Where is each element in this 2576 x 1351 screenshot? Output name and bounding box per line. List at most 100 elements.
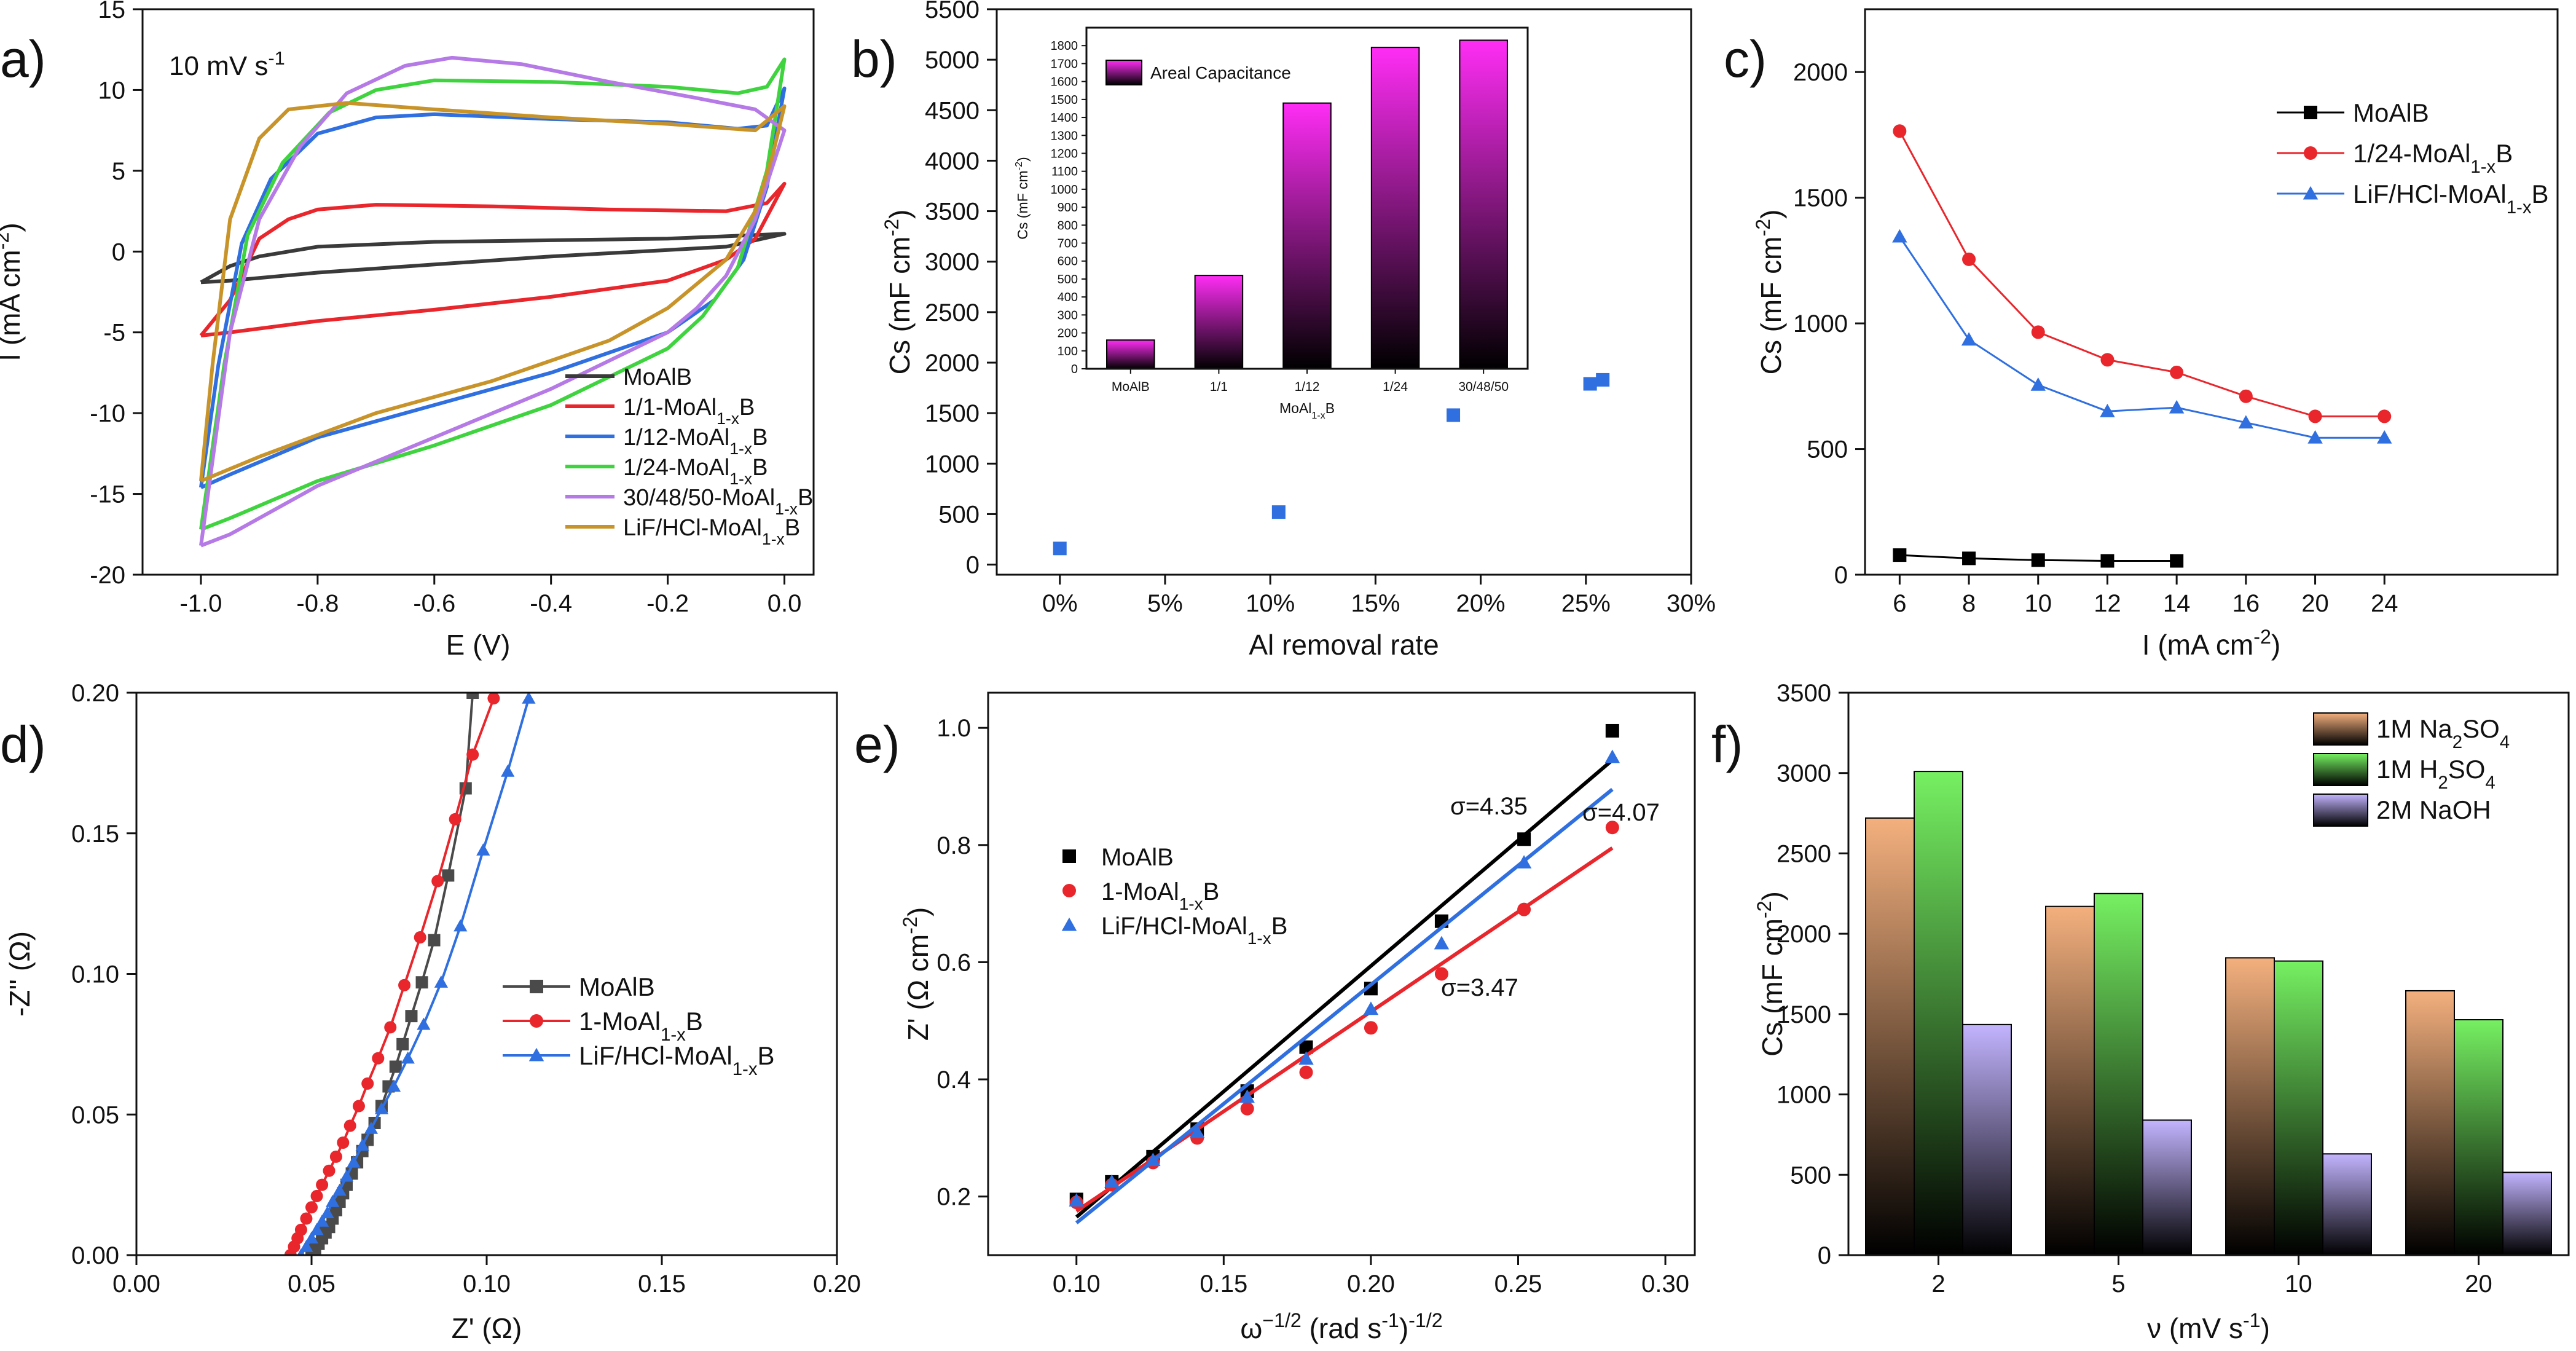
bar [2405, 990, 2455, 1256]
data-point [454, 919, 468, 932]
y-tick-label: 0.6 [937, 949, 971, 976]
data-point [320, 1206, 334, 1219]
x-tick-label: 0.10 [463, 1270, 511, 1298]
x-tick-label: 30% [1667, 590, 1716, 617]
data-point [414, 931, 426, 944]
data-point [398, 979, 411, 991]
data-point [1145, 1152, 1161, 1167]
data-point [401, 1051, 415, 1064]
data-point [522, 693, 536, 704]
data-point [1596, 372, 1610, 387]
data-point [2100, 353, 2115, 367]
data-point [405, 1010, 418, 1023]
scan-rate-annotation: 10 mV s-1 [169, 47, 285, 82]
y-tick-label: 4500 [925, 97, 980, 124]
y-tick-label: -5 [103, 320, 125, 347]
inset-y-tick-label: 600 [1058, 255, 1078, 269]
data-point [2239, 389, 2253, 403]
data-point [299, 1240, 313, 1252]
y-tick-label: 1000 [1793, 310, 1848, 337]
data-point [2170, 554, 2184, 568]
x-tick-label: 0.10 [1053, 1270, 1101, 1298]
y-tick-label: 1500 [1793, 185, 1848, 212]
data-point [2307, 430, 2323, 444]
data-point [1271, 505, 1286, 519]
x-tick-label: 0.30 [1641, 1270, 1689, 1298]
y-tick-label: 15 [98, 0, 126, 23]
data-point [1962, 551, 1976, 565]
panel-f: 2 5 10 20 0 500 1000 1500 2000 2500 3000 3500 ν (mV … [1711, 680, 2570, 1344]
bar [2142, 1119, 2192, 1256]
data-point [1517, 902, 1531, 916]
legend-entry: MoAlB [1101, 844, 1174, 871]
sigma-annotation: σ=3.47 [1441, 974, 1518, 1001]
x-tick-label: -1.0 [179, 590, 222, 617]
data-point [326, 1194, 340, 1207]
data-point [2030, 377, 2046, 391]
y-tick-label: 10 [98, 77, 126, 104]
legend-swatch [2313, 753, 2368, 786]
data-point [1069, 1193, 1084, 1207]
x-tick-label: 10 [2025, 590, 2052, 617]
axes-frame [135, 691, 838, 1256]
data-point [294, 1223, 307, 1236]
bar [2274, 960, 2323, 1256]
data-point [1364, 1021, 1378, 1035]
y-tick-label: 0.15 [71, 821, 119, 848]
legend-marker [530, 980, 543, 993]
panel-label: b) [851, 30, 897, 88]
cv-curve-1 [199, 181, 787, 337]
x-tick-label: 5% [1147, 590, 1183, 617]
inset-y-tick-label: 1000 [1051, 183, 1078, 197]
inset-legend-entry: Areal Capacitance [1150, 63, 1291, 82]
inset-y-tick-label: 1100 [1051, 165, 1078, 179]
panel-label: e) [854, 715, 900, 773]
inset-y-tick-label: 300 [1058, 309, 1078, 322]
data-point [387, 1079, 401, 1092]
data-point [361, 1077, 374, 1090]
x-tick-label: -0.4 [530, 590, 572, 617]
x-tick-label: 0.20 [813, 1270, 861, 1298]
data-point [1604, 749, 1620, 763]
inset-y-tick-label: 100 [1058, 345, 1078, 358]
panel-d: 0.00 0.05 0.10 0.15 0.20 0.00 0.05 0.10 0.15 0.20… [0, 680, 861, 1344]
bar [1865, 817, 1915, 1256]
panel-e: 0.10 0.15 0.20 0.25 0.30 0.2 0.4 0.6 0.8 1.0 ω−1/2… [854, 691, 1696, 1344]
data-point [501, 764, 515, 777]
x-axis-label: I (mA cm-2) [2142, 626, 2280, 661]
data-point [347, 1155, 361, 1168]
fit-line-0 [1075, 758, 1614, 1219]
y-tick-label: 0 [966, 552, 980, 579]
inset-y-tick-label: 1600 [1051, 76, 1078, 89]
y-axis-label: Cs (mF cm-2) [1752, 210, 1787, 375]
x-tick-label: 2 [1931, 1270, 1945, 1298]
y-tick-label: 5500 [925, 0, 980, 23]
bar [2045, 905, 2095, 1256]
data-point [449, 813, 461, 825]
y-tick-label: 2500 [925, 299, 980, 326]
data-point [1605, 723, 1619, 738]
data-point [1447, 408, 1461, 422]
legend-marker [1062, 884, 1076, 897]
data-point [1961, 332, 1977, 346]
inset-category-label: 30/48/50 [1458, 380, 1509, 394]
data-point [1239, 1089, 1255, 1103]
x-tick-label: -0.6 [413, 590, 455, 617]
data-point [305, 1201, 318, 1214]
legend-entry: MoAlB [623, 364, 692, 390]
legend-entry: 2M NaOH [2376, 795, 2491, 824]
inset-y-tick-label: 400 [1058, 291, 1078, 304]
data-point [1517, 832, 1531, 846]
inset-y-tick-label: 0 [1071, 363, 1078, 376]
series-line [289, 698, 495, 1255]
legend-entry: 30/48/50-MoAl1-xB [623, 485, 813, 518]
inset-bar [1370, 47, 1420, 369]
legend-entry: 1-MoAl1-xB [1101, 878, 1219, 913]
y-tick-label: -10 [90, 400, 125, 427]
bar [2094, 892, 2143, 1256]
y-tick-label: 4000 [925, 148, 980, 175]
bar [2225, 957, 2275, 1256]
data-point [323, 1164, 336, 1177]
data-point [1893, 548, 1907, 562]
inset-bar [1106, 339, 1155, 370]
